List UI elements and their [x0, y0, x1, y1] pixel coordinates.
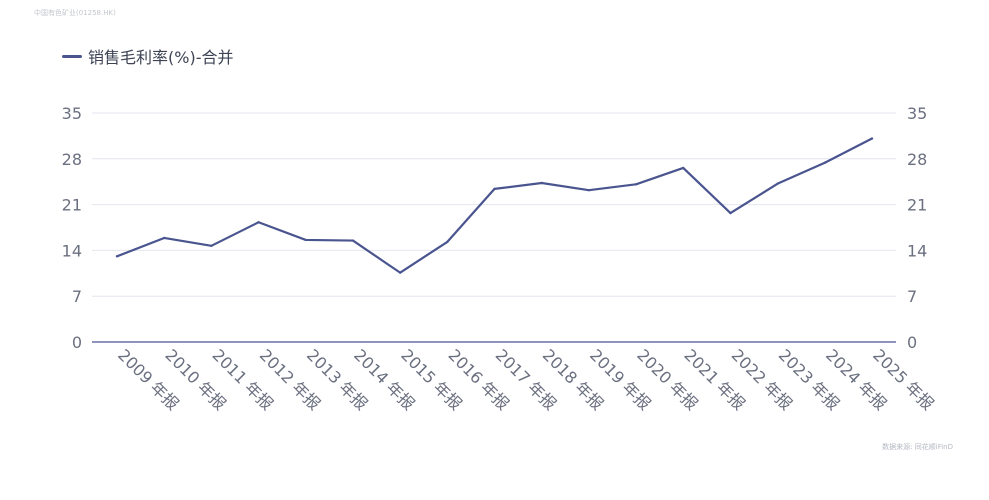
- y-axis-left-labels: 0 7 14 21 28 35: [62, 104, 82, 352]
- data-point[interactable]: [870, 137, 874, 140]
- data-point[interactable]: [823, 161, 827, 164]
- data-point[interactable]: [115, 255, 119, 258]
- y-axis-right-labels: 0 7 14 21 28 35: [907, 104, 927, 352]
- y-tick-label-left: 0: [72, 333, 82, 352]
- y-tick-label-left: 28: [62, 150, 82, 169]
- y-tick-label-right: 14: [907, 241, 927, 260]
- legend-line-swatch: [62, 54, 82, 58]
- y-tick-label-left: 14: [62, 241, 82, 260]
- y-tick-label-left: 7: [72, 287, 82, 306]
- y-tick-label-right: 35: [907, 104, 927, 123]
- legend-label: 销售毛利率(%)-合并: [88, 48, 234, 67]
- data-source-note: 数据来源: 同花顺iFinD: [882, 443, 953, 451]
- y-tick-label-right: 21: [907, 196, 927, 215]
- y-tick-label-right: 7: [907, 287, 917, 306]
- data-point[interactable]: [634, 183, 638, 186]
- data-point[interactable]: [682, 166, 685, 170]
- series-group: [115, 137, 874, 274]
- data-point[interactable]: [446, 240, 449, 244]
- data-point[interactable]: [398, 271, 402, 274]
- data-point[interactable]: [304, 238, 307, 242]
- data-point[interactable]: [587, 189, 591, 192]
- grid-lines: [92, 112, 896, 297]
- source-watermark: 中国有色矿业(01258.HK): [34, 9, 116, 17]
- data-point[interactable]: [493, 187, 496, 191]
- data-point[interactable]: [257, 221, 260, 224]
- data-point[interactable]: [351, 239, 355, 242]
- data-point[interactable]: [162, 236, 166, 240]
- chart-legend[interactable]: 销售毛利率(%)-合并: [62, 44, 233, 68]
- data-point[interactable]: [210, 244, 213, 248]
- y-tick-label-right: 0: [907, 333, 917, 352]
- data-point[interactable]: [776, 182, 779, 185]
- y-tick-label-left: 21: [62, 196, 82, 215]
- data-point[interactable]: [540, 181, 543, 185]
- data-point[interactable]: [729, 211, 732, 215]
- y-tick-label-left: 35: [62, 104, 82, 123]
- y-tick-label-right: 28: [907, 150, 927, 169]
